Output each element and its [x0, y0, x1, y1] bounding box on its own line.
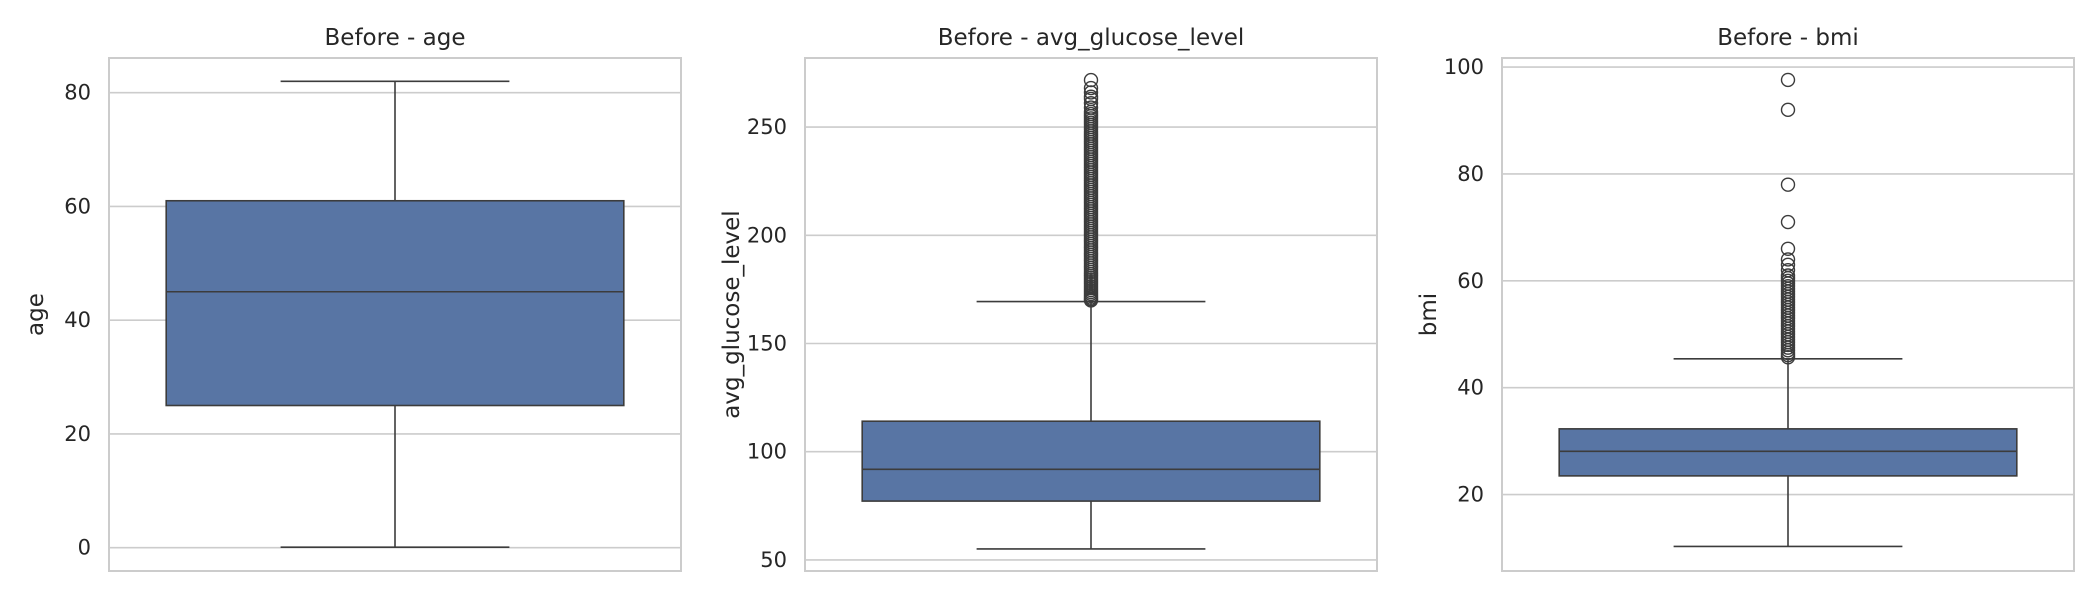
outlier-point: [1780, 177, 1796, 192]
y-axis-label: bmi: [1416, 293, 1442, 336]
box-iqr: [861, 420, 1321, 502]
plot-frame: [804, 57, 1378, 572]
chart-title: Before - bmi: [1717, 25, 1859, 51]
outlier-point: [1083, 100, 1099, 115]
y-tick-label: 80: [64, 81, 91, 105]
y-tick-label: 0: [78, 536, 91, 560]
y-tick-label: 250: [747, 115, 787, 139]
chart-title: Before - avg_glucose_level: [938, 25, 1245, 51]
plot-frame: [1501, 57, 2075, 572]
outlier-point: [1083, 80, 1099, 96]
chart-panel-1: 0 20 40 60 80 Before - age age: [23, 25, 682, 572]
outlier-point: [1780, 262, 1796, 278]
chart-panel-3: 20 40 60 80 100 Before - bmi bmi: [1416, 25, 2075, 572]
y-tick-label: 20: [64, 422, 91, 446]
y-tick-label: 80: [1457, 162, 1484, 186]
y-tick-label: 150: [747, 332, 787, 356]
outlier-point: [1780, 241, 1796, 256]
y-axis-label: age: [23, 293, 49, 336]
outlier-point: [1083, 72, 1099, 88]
y-tick-label: 100: [747, 440, 787, 464]
y-tick-label: 60: [64, 194, 91, 218]
y-tick-label: 40: [1457, 376, 1484, 400]
y-tick-label: 40: [64, 308, 91, 332]
y-tick-label: 50: [760, 548, 787, 572]
box-iqr: [1558, 428, 2018, 477]
chart-title: Before - age: [325, 25, 466, 51]
y-tick-label: 20: [1457, 483, 1484, 507]
y-axis-label: avg_glucose_level: [719, 210, 745, 418]
y-tick-label: 100: [1444, 55, 1484, 79]
outlier-point: [1780, 72, 1796, 88]
box-iqr: [165, 199, 625, 407]
chart-panel-2: 50 100 150 200 250 Before - avg_glucose_level…: [719, 25, 1378, 572]
outlier-point: [1780, 102, 1796, 118]
outlier-point: [1780, 268, 1796, 283]
outlier-point: [1780, 252, 1796, 267]
outlier-point: [1083, 89, 1099, 104]
y-tick-label: 60: [1457, 269, 1484, 293]
plot-frame: [108, 57, 682, 572]
outlier-point: [1780, 257, 1796, 273]
outlier-point: [1780, 214, 1796, 230]
y-tick-label: 200: [747, 223, 787, 247]
outlier-point: [1083, 96, 1099, 111]
